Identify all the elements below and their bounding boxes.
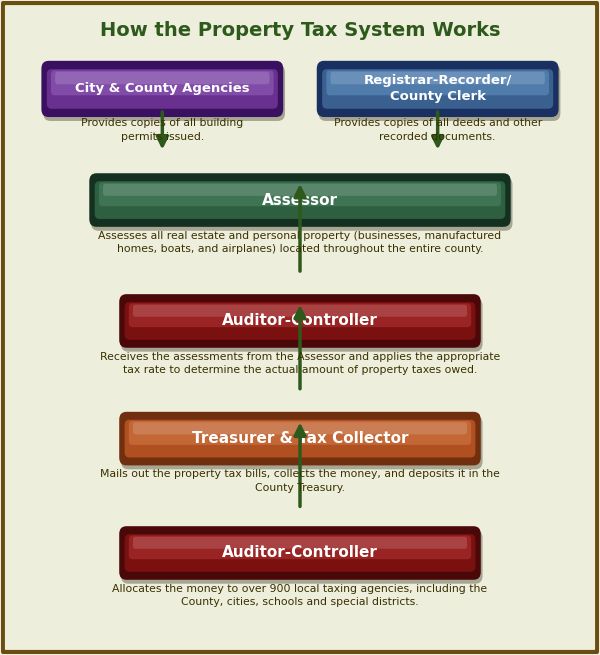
Text: Provides copies of all deeds and other
recorded documents.: Provides copies of all deeds and other r… [334, 119, 542, 141]
Text: Mails out the property tax bills, collects the money, and deposits it in the
Cou: Mails out the property tax bills, collec… [100, 470, 500, 493]
Text: Auditor-Controller: Auditor-Controller [222, 314, 378, 328]
FancyBboxPatch shape [119, 412, 481, 466]
FancyBboxPatch shape [133, 305, 467, 317]
FancyBboxPatch shape [55, 72, 269, 84]
FancyBboxPatch shape [95, 181, 505, 219]
FancyBboxPatch shape [331, 72, 545, 84]
FancyBboxPatch shape [47, 69, 278, 109]
FancyBboxPatch shape [129, 421, 471, 445]
Text: Assessor: Assessor [262, 193, 338, 208]
Text: Receives the assessments from the Assessor and applies the appropriate
tax rate : Receives the assessments from the Assess… [100, 352, 500, 375]
FancyBboxPatch shape [133, 536, 467, 549]
FancyBboxPatch shape [326, 71, 549, 95]
FancyBboxPatch shape [41, 61, 283, 117]
FancyBboxPatch shape [125, 420, 475, 457]
Text: Allocates the money to over 900 local taxing agencies, including the
County, cit: Allocates the money to over 900 local ta… [112, 584, 488, 607]
FancyBboxPatch shape [43, 65, 285, 121]
FancyBboxPatch shape [133, 422, 467, 434]
FancyBboxPatch shape [121, 530, 482, 584]
Text: City & County Agencies: City & County Agencies [75, 83, 250, 96]
FancyBboxPatch shape [121, 298, 482, 352]
FancyBboxPatch shape [119, 526, 481, 580]
FancyBboxPatch shape [125, 534, 475, 572]
Text: How the Property Tax System Works: How the Property Tax System Works [100, 20, 500, 39]
FancyBboxPatch shape [121, 416, 482, 470]
Text: Registrar-Recorder/
County Clerk: Registrar-Recorder/ County Clerk [364, 75, 512, 103]
FancyBboxPatch shape [119, 294, 481, 348]
FancyBboxPatch shape [129, 303, 471, 327]
FancyBboxPatch shape [91, 177, 512, 231]
Text: Treasurer & Tax Collector: Treasurer & Tax Collector [192, 431, 408, 446]
FancyBboxPatch shape [129, 535, 471, 559]
Text: Assesses all real estate and personal property (businesses, manufactured
homes, : Assesses all real estate and personal pr… [98, 231, 502, 254]
FancyBboxPatch shape [99, 183, 501, 206]
FancyBboxPatch shape [51, 71, 274, 95]
Text: Provides copies of all building
permits issued.: Provides copies of all building permits … [81, 119, 244, 141]
FancyBboxPatch shape [103, 184, 497, 196]
FancyBboxPatch shape [89, 174, 511, 227]
FancyBboxPatch shape [125, 302, 475, 340]
Text: Auditor-Controller: Auditor-Controller [222, 546, 378, 561]
FancyBboxPatch shape [322, 69, 553, 109]
FancyBboxPatch shape [317, 61, 559, 117]
FancyBboxPatch shape [319, 65, 560, 121]
